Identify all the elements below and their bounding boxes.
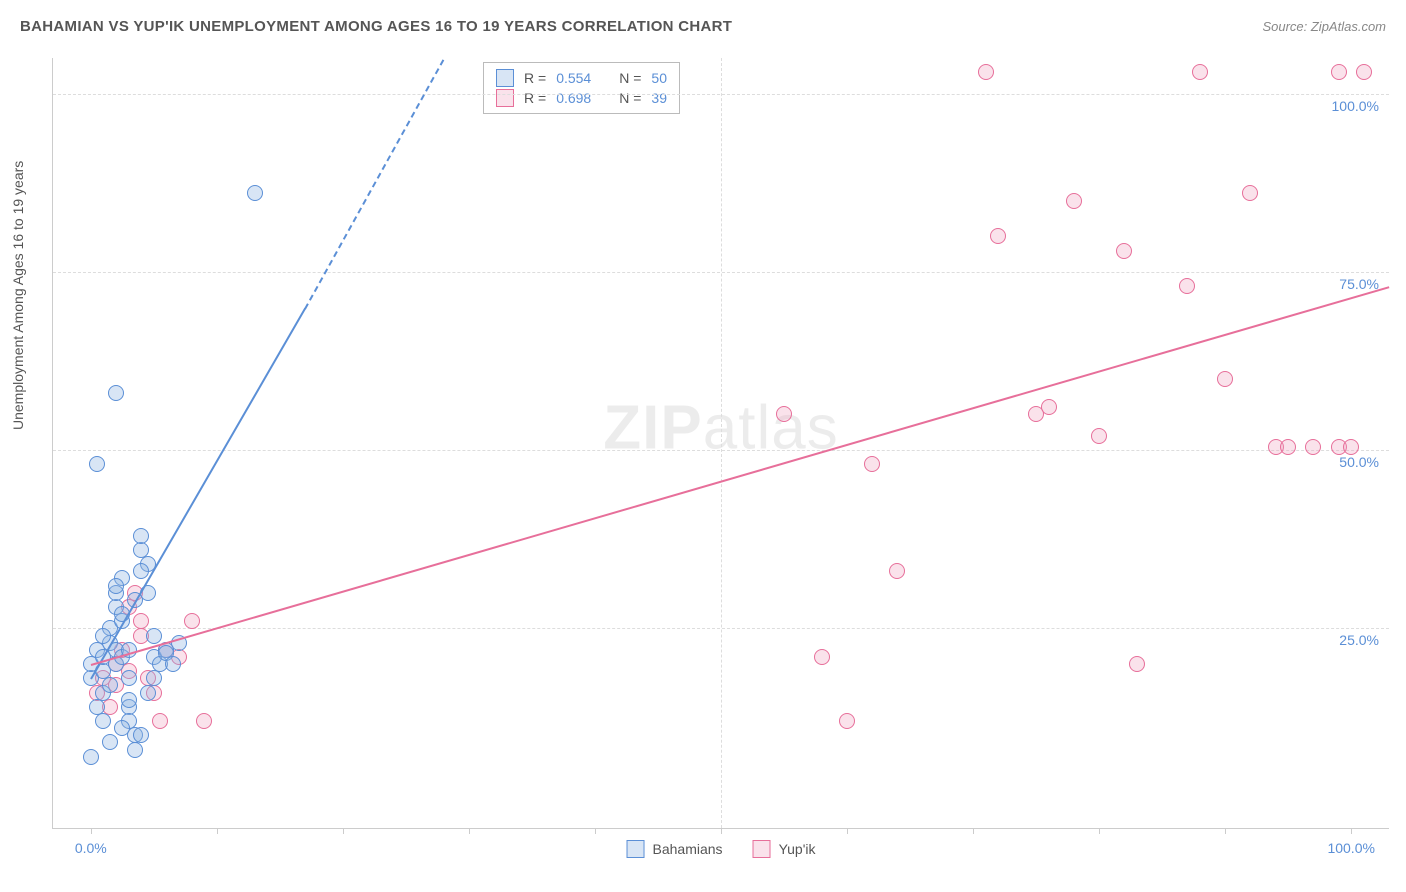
point-bahamians — [146, 670, 162, 686]
x-tick-label: 100.0% — [1327, 840, 1374, 856]
legend-item-yupik: Yup'ik — [753, 840, 816, 858]
point-yupik — [889, 563, 905, 579]
stats-row-bahamians: R = 0.554 N = 50 — [496, 68, 667, 88]
point-yupik — [978, 64, 994, 80]
point-bahamians — [146, 628, 162, 644]
point-bahamians — [83, 749, 99, 765]
source-label: Source: ZipAtlas.com — [1262, 19, 1386, 34]
point-yupik — [1179, 278, 1195, 294]
stats-row-yupik: R = 0.698 N = 39 — [496, 88, 667, 108]
plot-area: ZIPatlas R = 0.554 N = 50 R = 0.698 N = … — [52, 58, 1389, 829]
point-bahamians — [247, 185, 263, 201]
stats-box: R = 0.554 N = 50 R = 0.698 N = 39 — [483, 62, 680, 114]
point-bahamians — [114, 720, 130, 736]
legend-item-bahamians: Bahamians — [627, 840, 723, 858]
point-yupik — [990, 228, 1006, 244]
point-yupik — [1129, 656, 1145, 672]
point-bahamians — [121, 692, 137, 708]
point-yupik — [1066, 193, 1082, 209]
point-yupik — [152, 713, 168, 729]
point-yupik — [1305, 439, 1321, 455]
gridline-v — [721, 58, 722, 828]
point-yupik — [133, 613, 149, 629]
point-bahamians — [165, 656, 181, 672]
point-bahamians — [102, 734, 118, 750]
x-tick-mark — [1351, 828, 1352, 834]
point-yupik — [1343, 439, 1359, 455]
x-tick-mark — [595, 828, 596, 834]
point-bahamians — [140, 685, 156, 701]
swatch-yupik — [496, 89, 514, 107]
point-yupik — [184, 613, 200, 629]
point-yupik — [1242, 185, 1258, 201]
point-yupik — [1041, 399, 1057, 415]
point-bahamians — [95, 628, 111, 644]
point-yupik — [1331, 64, 1347, 80]
point-yupik — [776, 406, 792, 422]
point-bahamians — [133, 563, 149, 579]
x-tick-mark — [847, 828, 848, 834]
point-bahamians — [133, 727, 149, 743]
y-tick-label: 25.0% — [1339, 632, 1379, 648]
swatch-bahamians — [627, 840, 645, 858]
legend: Bahamians Yup'ik — [627, 840, 816, 858]
x-tick-label: 0.0% — [75, 840, 107, 856]
point-yupik — [864, 456, 880, 472]
x-tick-mark — [721, 828, 722, 834]
point-bahamians — [108, 578, 124, 594]
point-bahamians — [121, 670, 137, 686]
x-tick-mark — [91, 828, 92, 834]
x-tick-mark — [973, 828, 974, 834]
legend-label-yupik: Yup'ik — [779, 841, 816, 857]
point-bahamians — [89, 456, 105, 472]
point-yupik — [1356, 64, 1372, 80]
x-tick-mark — [343, 828, 344, 834]
y-tick-label: 75.0% — [1339, 276, 1379, 292]
swatch-bahamians — [496, 69, 514, 87]
point-bahamians — [102, 677, 118, 693]
point-bahamians — [108, 385, 124, 401]
point-bahamians — [127, 742, 143, 758]
swatch-yupik — [753, 840, 771, 858]
point-yupik — [1116, 243, 1132, 259]
point-yupik — [1217, 371, 1233, 387]
point-bahamians — [133, 528, 149, 544]
point-yupik — [1192, 64, 1208, 80]
point-bahamians — [95, 713, 111, 729]
x-tick-mark — [1099, 828, 1100, 834]
y-axis-label: Unemployment Among Ages 16 to 19 years — [10, 161, 26, 430]
y-tick-label: 50.0% — [1339, 454, 1379, 470]
chart-title: BAHAMIAN VS YUP'IK UNEMPLOYMENT AMONG AG… — [20, 18, 732, 35]
point-yupik — [196, 713, 212, 729]
point-yupik — [1280, 439, 1296, 455]
x-tick-mark — [469, 828, 470, 834]
x-tick-mark — [217, 828, 218, 834]
point-yupik — [839, 713, 855, 729]
x-tick-mark — [1225, 828, 1226, 834]
point-yupik — [814, 649, 830, 665]
y-tick-label: 100.0% — [1332, 98, 1379, 114]
legend-label-bahamians: Bahamians — [653, 841, 723, 857]
point-yupik — [1091, 428, 1107, 444]
